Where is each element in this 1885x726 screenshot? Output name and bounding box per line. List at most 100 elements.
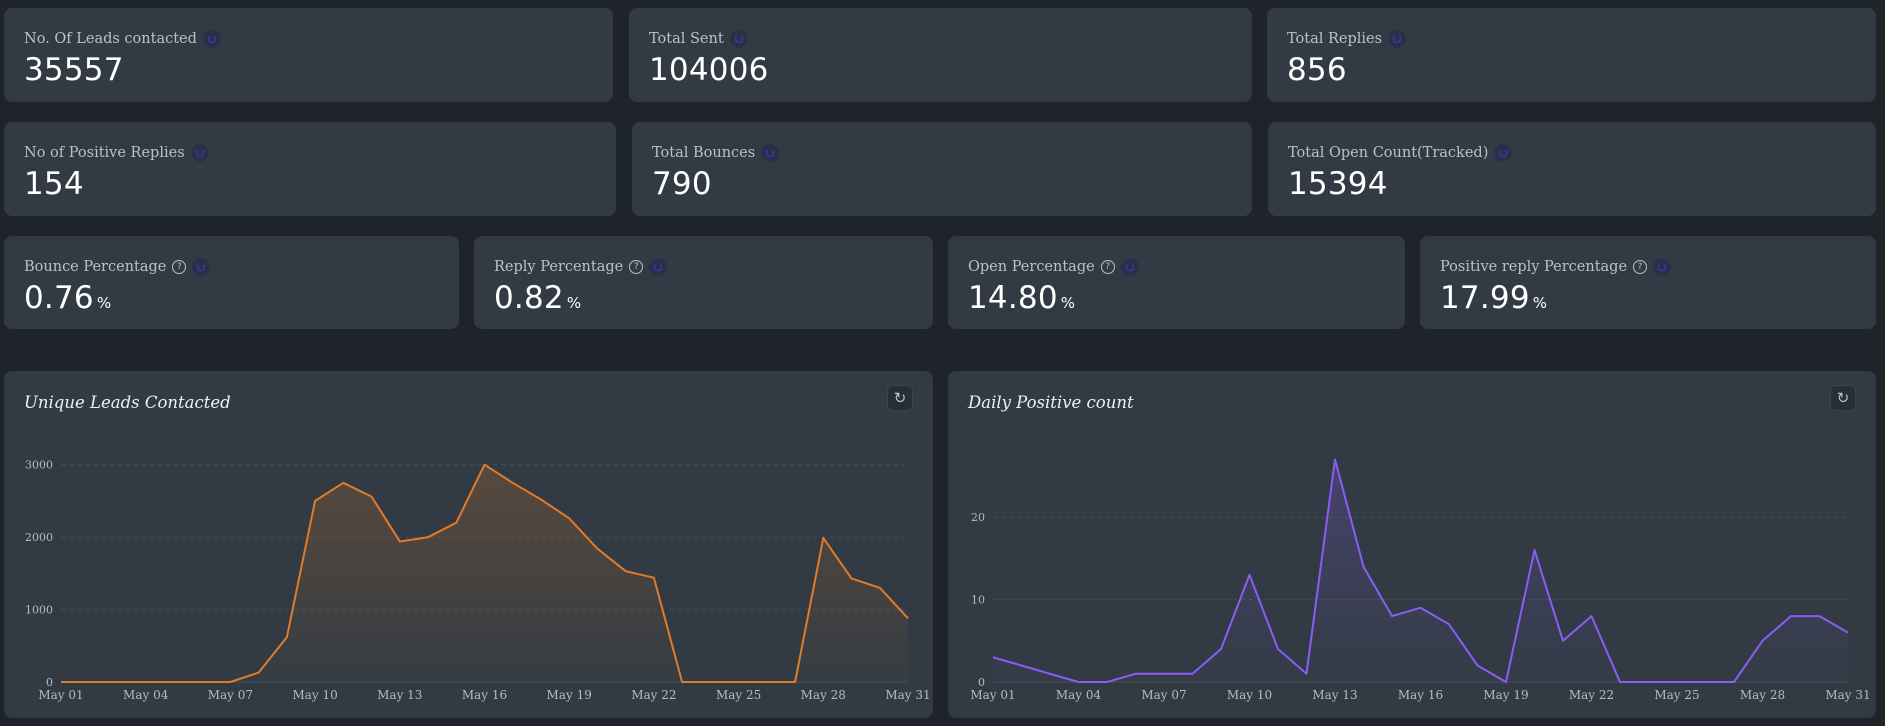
data-point[interactable] bbox=[1560, 638, 1566, 644]
stat-unit: % bbox=[566, 294, 582, 312]
data-point[interactable] bbox=[820, 535, 826, 541]
data-point[interactable] bbox=[1218, 646, 1224, 652]
data-point[interactable] bbox=[1788, 613, 1794, 619]
data-point[interactable] bbox=[594, 546, 600, 552]
x-tick-label: May 28 bbox=[1740, 688, 1785, 702]
data-point[interactable] bbox=[1817, 613, 1823, 619]
data-point[interactable] bbox=[453, 520, 459, 526]
data-point[interactable] bbox=[1190, 671, 1196, 677]
stat-value: 17.99% bbox=[1440, 280, 1547, 316]
data-point[interactable] bbox=[1731, 679, 1737, 685]
data-point[interactable] bbox=[764, 679, 770, 685]
refresh-icon[interactable] bbox=[729, 30, 748, 48]
data-point[interactable] bbox=[58, 679, 64, 685]
y-tick-label: 1000 bbox=[25, 604, 53, 617]
data-point[interactable] bbox=[792, 679, 798, 685]
x-tick-label: May 07 bbox=[1141, 688, 1186, 702]
refresh-icon[interactable] bbox=[192, 258, 211, 276]
refresh-icon[interactable] bbox=[1388, 30, 1407, 48]
data-point[interactable] bbox=[1019, 663, 1025, 669]
data-point[interactable] bbox=[425, 534, 431, 540]
refresh-icon[interactable] bbox=[649, 258, 668, 276]
data-point[interactable] bbox=[1589, 613, 1595, 619]
data-point[interactable] bbox=[1617, 679, 1623, 685]
data-point[interactable] bbox=[369, 494, 375, 500]
stat-card-leads-contacted: No. Of Leads contacted 35557 bbox=[4, 8, 613, 102]
data-point[interactable] bbox=[199, 679, 205, 685]
stat-value: 856 bbox=[1287, 52, 1347, 88]
refresh-icon[interactable] bbox=[1120, 258, 1139, 276]
data-point[interactable] bbox=[1703, 679, 1709, 685]
data-point[interactable] bbox=[1760, 638, 1766, 644]
data-point[interactable] bbox=[1361, 564, 1367, 570]
refresh-icon[interactable] bbox=[1494, 144, 1513, 162]
x-tick-label: May 19 bbox=[547, 688, 592, 702]
data-point[interactable] bbox=[1247, 572, 1253, 578]
data-point[interactable] bbox=[1304, 671, 1310, 677]
data-point[interactable] bbox=[143, 679, 149, 685]
data-point[interactable] bbox=[171, 679, 177, 685]
data-point[interactable] bbox=[1532, 547, 1538, 553]
chart-refresh-button[interactable]: ↻ bbox=[887, 385, 913, 411]
stat-label: Total Replies bbox=[1287, 31, 1383, 47]
x-tick-label: May 07 bbox=[208, 688, 253, 702]
data-point[interactable] bbox=[1389, 613, 1395, 619]
stat-number: 0.82 bbox=[494, 280, 564, 316]
data-point[interactable] bbox=[397, 538, 403, 544]
chart-card-daily-positive: Daily Positive count ↻ 0 10 20 May 01 May 04… bbox=[948, 371, 1876, 718]
help-icon[interactable]: ? bbox=[629, 260, 644, 274]
data-point[interactable] bbox=[1674, 679, 1680, 685]
stat-card-total-bounces: Total Bounces 790 bbox=[632, 122, 1252, 216]
data-point[interactable] bbox=[86, 679, 92, 685]
stat-card-bounce-percentage: Bounce Percentage? 0.76% bbox=[4, 236, 459, 329]
help-icon[interactable]: ? bbox=[172, 260, 187, 274]
data-point[interactable] bbox=[1418, 605, 1424, 611]
refresh-icon[interactable] bbox=[202, 30, 221, 48]
data-point[interactable] bbox=[679, 679, 685, 685]
refresh-icon[interactable] bbox=[761, 144, 780, 162]
data-point[interactable] bbox=[482, 462, 488, 468]
data-point[interactable] bbox=[990, 654, 996, 660]
data-point[interactable] bbox=[623, 568, 629, 574]
data-point[interactable] bbox=[1275, 646, 1281, 652]
data-point[interactable] bbox=[651, 575, 657, 581]
data-point[interactable] bbox=[1475, 663, 1481, 669]
data-point[interactable] bbox=[312, 498, 318, 504]
help-icon[interactable]: ? bbox=[1633, 260, 1648, 274]
y-tick-label: 0 bbox=[46, 676, 53, 689]
data-point[interactable] bbox=[1104, 679, 1110, 685]
data-point[interactable] bbox=[256, 670, 262, 676]
data-point[interactable] bbox=[849, 575, 855, 581]
data-point[interactable] bbox=[538, 496, 544, 502]
x-tick-label: May 10 bbox=[1227, 688, 1272, 702]
x-tick-label: May 04 bbox=[123, 688, 169, 702]
data-point[interactable] bbox=[566, 515, 572, 521]
data-point[interactable] bbox=[1133, 671, 1139, 677]
data-point[interactable] bbox=[1047, 671, 1053, 677]
data-point[interactable] bbox=[227, 679, 233, 685]
help-icon[interactable]: ? bbox=[1100, 260, 1115, 274]
data-point[interactable] bbox=[1076, 679, 1082, 685]
data-point[interactable] bbox=[340, 480, 346, 486]
stat-card-positive-reply-percentage: Positive reply Percentage? 17.99% bbox=[1420, 236, 1876, 329]
data-point[interactable] bbox=[1161, 671, 1167, 677]
data-point[interactable] bbox=[510, 480, 516, 486]
data-point[interactable] bbox=[1503, 679, 1509, 685]
data-point[interactable] bbox=[1646, 679, 1652, 685]
data-point[interactable] bbox=[1446, 621, 1452, 627]
refresh-icon[interactable] bbox=[190, 144, 209, 162]
stat-card-positive-replies: No of Positive Replies 154 bbox=[4, 122, 616, 216]
data-point[interactable] bbox=[114, 679, 120, 685]
data-point[interactable] bbox=[284, 634, 290, 640]
chart-refresh-button[interactable]: ↻ bbox=[1830, 385, 1856, 411]
data-point[interactable] bbox=[736, 679, 742, 685]
data-point[interactable] bbox=[1845, 630, 1851, 636]
refresh-icon[interactable] bbox=[1653, 258, 1672, 276]
stat-value: 790 bbox=[652, 166, 712, 202]
data-point[interactable] bbox=[877, 585, 883, 591]
data-point[interactable] bbox=[707, 679, 713, 685]
data-point[interactable] bbox=[1332, 456, 1338, 462]
data-point[interactable] bbox=[905, 615, 911, 621]
stat-label: Total Open Count(Tracked) bbox=[1288, 145, 1489, 161]
stat-card-reply-percentage: Reply Percentage? 0.82% bbox=[474, 236, 933, 329]
